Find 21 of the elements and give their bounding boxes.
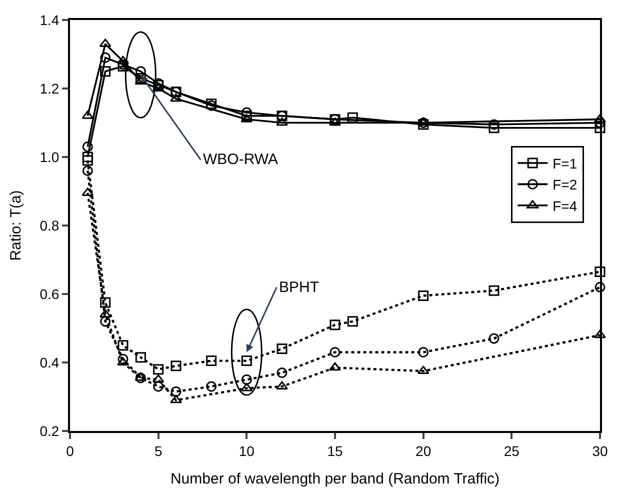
- x-tick-label: 25: [504, 442, 520, 459]
- y-tick-label: 0.8: [40, 217, 60, 234]
- x-tick-label: 0: [66, 442, 74, 459]
- y-tick-label: 0.4: [40, 354, 60, 370]
- x-tick-label: 20: [416, 442, 432, 459]
- y-tick-label: 1.0: [40, 148, 60, 165]
- y-tick-label: 1.2: [40, 80, 60, 96]
- x-tick-label: 15: [327, 442, 343, 459]
- legend-label: F=4: [552, 198, 578, 214]
- y-tick-label: 0.2: [40, 422, 60, 439]
- x-tick-label: 5: [154, 442, 162, 459]
- annotation: BPHT: [279, 279, 320, 296]
- x-axis-title: Number of wavelength per band (Random Traffic): [170, 470, 500, 488]
- y-tick-label: 1.4: [40, 12, 60, 28]
- legend-label: F=2: [552, 176, 578, 193]
- y-axis-title: Ratio: T(a): [7, 190, 24, 261]
- y-tick-label: 0.6: [40, 286, 60, 302]
- annotation: WBO-RWA: [203, 151, 278, 168]
- x-tick-label: 30: [592, 442, 608, 459]
- x-tick-label: 10: [238, 442, 255, 459]
- legend-label: F=1: [552, 155, 578, 172]
